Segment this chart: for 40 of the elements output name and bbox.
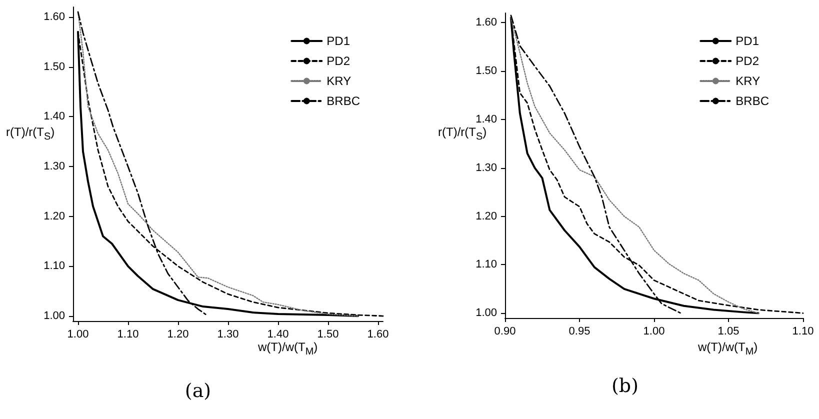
- x-tick-label: 1.50: [317, 328, 339, 340]
- x-tick-label: 1.00: [67, 328, 89, 340]
- y-tick-label: 1.50: [476, 65, 497, 78]
- x-axis-title: w(T)/w(T$_{M}$): [257, 340, 319, 360]
- y-tick-label: 1.30: [44, 160, 65, 172]
- legend-label: KRY: [736, 74, 760, 88]
- x-tick-label: 1.00: [643, 326, 665, 338]
- legend-label: BRBC: [326, 94, 360, 108]
- legend-label: PD1: [736, 34, 760, 48]
- text: (b): [612, 375, 638, 397]
- x-tick-label: 1.60: [367, 328, 389, 340]
- y-tick-label: 1.40: [44, 110, 65, 123]
- y-tick-label: 1.60: [476, 16, 497, 29]
- y-tick-label: 1.00: [44, 310, 65, 322]
- y-tick-label: 1.40: [476, 114, 497, 126]
- y-tick-label: 1.50: [44, 60, 65, 73]
- legend-label: PD2: [326, 54, 350, 68]
- y-tick-label: 1.20: [44, 210, 65, 222]
- legend-label: KRY: [326, 74, 352, 88]
- y-tick-label: 1.10: [476, 258, 497, 271]
- x-tick-label: 0.95: [568, 326, 590, 338]
- legend-label: BRBC: [736, 94, 770, 108]
- y-axis-title: r(T)/r(T$_{S}$): [437, 125, 488, 144]
- x-tick-label: 1.20: [167, 328, 189, 340]
- y-tick-label: 1.30: [476, 162, 497, 174]
- x-tick-label: 1.30: [217, 328, 239, 340]
- y-tick-label: 1.00: [476, 307, 497, 320]
- text: (a): [184, 380, 212, 402]
- y-tick-label: 1.60: [44, 10, 65, 23]
- x-tick-label: 1.40: [267, 328, 289, 340]
- x-tick-label: 1.10: [792, 326, 814, 338]
- legend-label: PD1: [326, 34, 350, 48]
- y-tick-label: 1.10: [44, 260, 65, 272]
- y-tick-label: 1.20: [476, 210, 497, 222]
- x-tick-label: 1.10: [117, 328, 139, 340]
- y-axis-title: r(T)/r(T$_{S}$): [5, 125, 56, 144]
- x-tick-label: 0.90: [494, 326, 516, 338]
- legend-label: PD2: [736, 54, 760, 68]
- x-tick-label: 1.05: [718, 326, 740, 338]
- x-axis-title: w(T)/w(T$_{M}$): [697, 340, 759, 360]
